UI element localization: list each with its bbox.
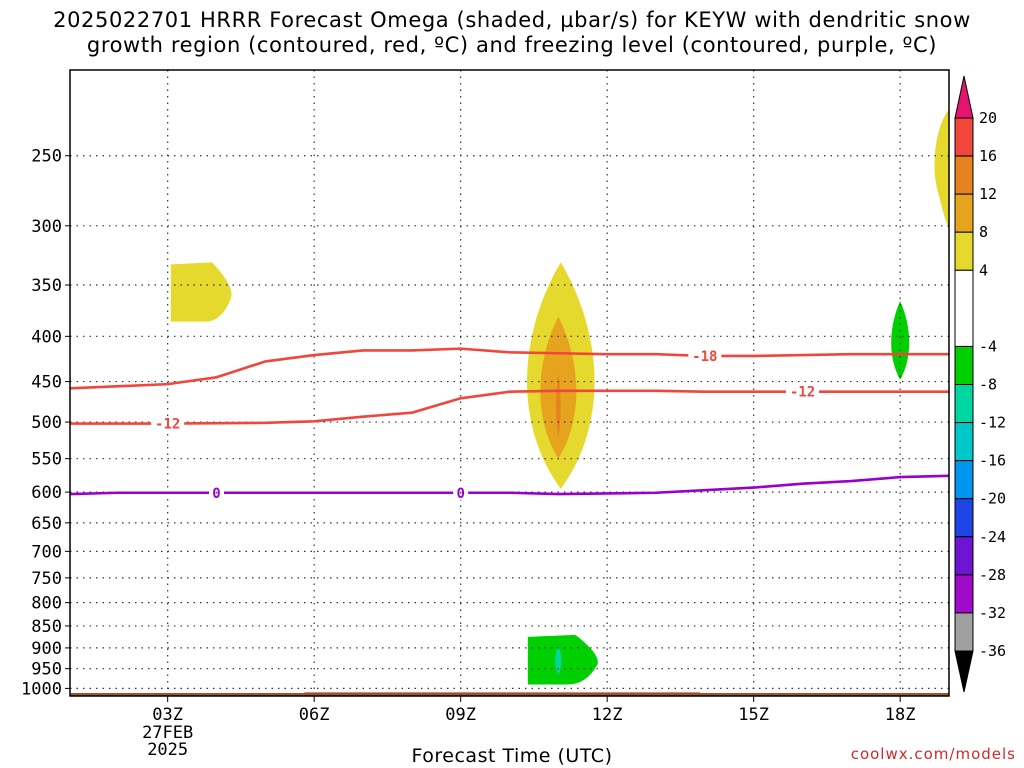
contour-label--12b-0: -12 xyxy=(790,385,815,401)
x-tick-label-06Z: 06Z xyxy=(299,705,330,725)
colorbar-label-9: -20 xyxy=(979,490,1006,508)
contour-label-0-0: 0 xyxy=(212,486,220,502)
contour-label-bg--18-0 xyxy=(688,348,722,363)
contour-label-0-1: 0 xyxy=(456,486,464,502)
colorbar-label-3: 8 xyxy=(979,223,988,241)
y-tick-label-650: 650 xyxy=(31,514,62,534)
y-tick-label-300: 300 xyxy=(31,217,62,237)
colorbar-label-12: -32 xyxy=(979,604,1006,622)
y-tick-label-350: 350 xyxy=(31,276,62,296)
colorbar-segment-0 xyxy=(954,117,974,157)
y-tick-label-550: 550 xyxy=(31,450,62,470)
terrain-strip xyxy=(70,692,949,696)
colorbar-segment-10 xyxy=(954,536,974,576)
colorbar-label-11: -28 xyxy=(979,566,1006,584)
y-tick-label-750: 750 xyxy=(31,569,62,589)
y-tick-label-450: 450 xyxy=(31,373,62,393)
y-tick-label-400: 400 xyxy=(31,327,62,347)
colorbar-label-6: -8 xyxy=(979,376,997,394)
colorbar-segment-4 xyxy=(954,269,974,347)
x-tick-sublabel-0: 27FEB xyxy=(142,723,193,743)
colorbar-bottom-arrow xyxy=(954,650,974,693)
colorbar-segment-3 xyxy=(954,231,974,271)
colorbar-segment-6 xyxy=(954,384,974,424)
contour-label-bg--12b-0 xyxy=(786,384,819,399)
y-tick-label-600: 600 xyxy=(31,483,62,503)
contour-label-bg-0-1 xyxy=(453,485,469,500)
x-tick-label-15Z: 15Z xyxy=(738,705,769,725)
omega-region-4 xyxy=(934,109,949,230)
contour-label-bg-0-0 xyxy=(209,485,224,500)
colorbar-label-1: 16 xyxy=(979,147,997,165)
colorbar-label-7: -12 xyxy=(979,414,1006,432)
x-axis-label: Forecast Time (UTC) xyxy=(411,745,613,767)
plot-area: -18 -12 -12 0 0 xyxy=(70,70,949,696)
y-tick-label-250: 250 xyxy=(31,147,62,167)
omega-region-5 xyxy=(891,301,910,380)
omega-region-6 xyxy=(527,634,598,685)
y-tick-label-500: 500 xyxy=(31,413,62,433)
colorbar-label-4: 4 xyxy=(979,261,988,279)
colorbar-segment-7 xyxy=(954,422,974,462)
contour-label--12-0: -12 xyxy=(155,417,180,433)
colorbar-label-5: -4 xyxy=(979,337,997,355)
chart-title-line-2: growth region (contoured, red, ºC) and f… xyxy=(86,33,938,57)
contour-label--18-0: -18 xyxy=(692,349,717,365)
y-tick-label-1000: 1000 xyxy=(21,679,62,699)
y-tick-label-850: 850 xyxy=(31,617,62,637)
colorbar-label-10: -24 xyxy=(979,528,1006,546)
colorbar-segment-12 xyxy=(954,612,974,652)
x-tick-label-18Z: 18Z xyxy=(885,705,916,725)
omega-region-0 xyxy=(170,262,232,322)
contour-line--18 xyxy=(70,347,949,390)
y-tick-label-900: 900 xyxy=(31,639,62,659)
colorbar-label-0: 20 xyxy=(979,109,997,127)
colorbar-segment-5 xyxy=(954,345,974,385)
chart-title-line-1: 2025022701 HRRR Forecast Omega (shaded, … xyxy=(53,8,971,32)
colorbar-segment-9 xyxy=(954,498,974,538)
x-tick-label-09Z: 09Z xyxy=(445,705,476,725)
colorbar-segment-1 xyxy=(954,155,974,195)
y-tick-label-700: 700 xyxy=(31,542,62,562)
credit-link[interactable]: coolwx.com/models xyxy=(850,745,1016,763)
x-tick-label-03Z: 03Z xyxy=(152,705,183,725)
colorbar-segment-11 xyxy=(954,574,974,614)
contour-label-bg--12-0 xyxy=(151,416,185,431)
contour-line-0 xyxy=(70,474,949,496)
colorbar-label-13: -36 xyxy=(979,642,1006,660)
colorbar-label-8: -16 xyxy=(979,452,1006,470)
omega-region-7 xyxy=(555,645,562,675)
colorbar-segment-8 xyxy=(954,460,974,500)
x-tick-label-12Z: 12Z xyxy=(592,705,623,725)
colorbar-segment-2 xyxy=(954,193,974,233)
omega-region-3 xyxy=(556,372,561,438)
plot-border xyxy=(69,69,950,697)
colorbar-label-2: 12 xyxy=(979,185,997,203)
colorbar-top-arrow xyxy=(954,75,974,119)
y-tick-label-800: 800 xyxy=(31,594,62,614)
y-tick-label-950: 950 xyxy=(31,660,62,680)
x-tick-sublabel-1: 2025 xyxy=(147,740,188,760)
